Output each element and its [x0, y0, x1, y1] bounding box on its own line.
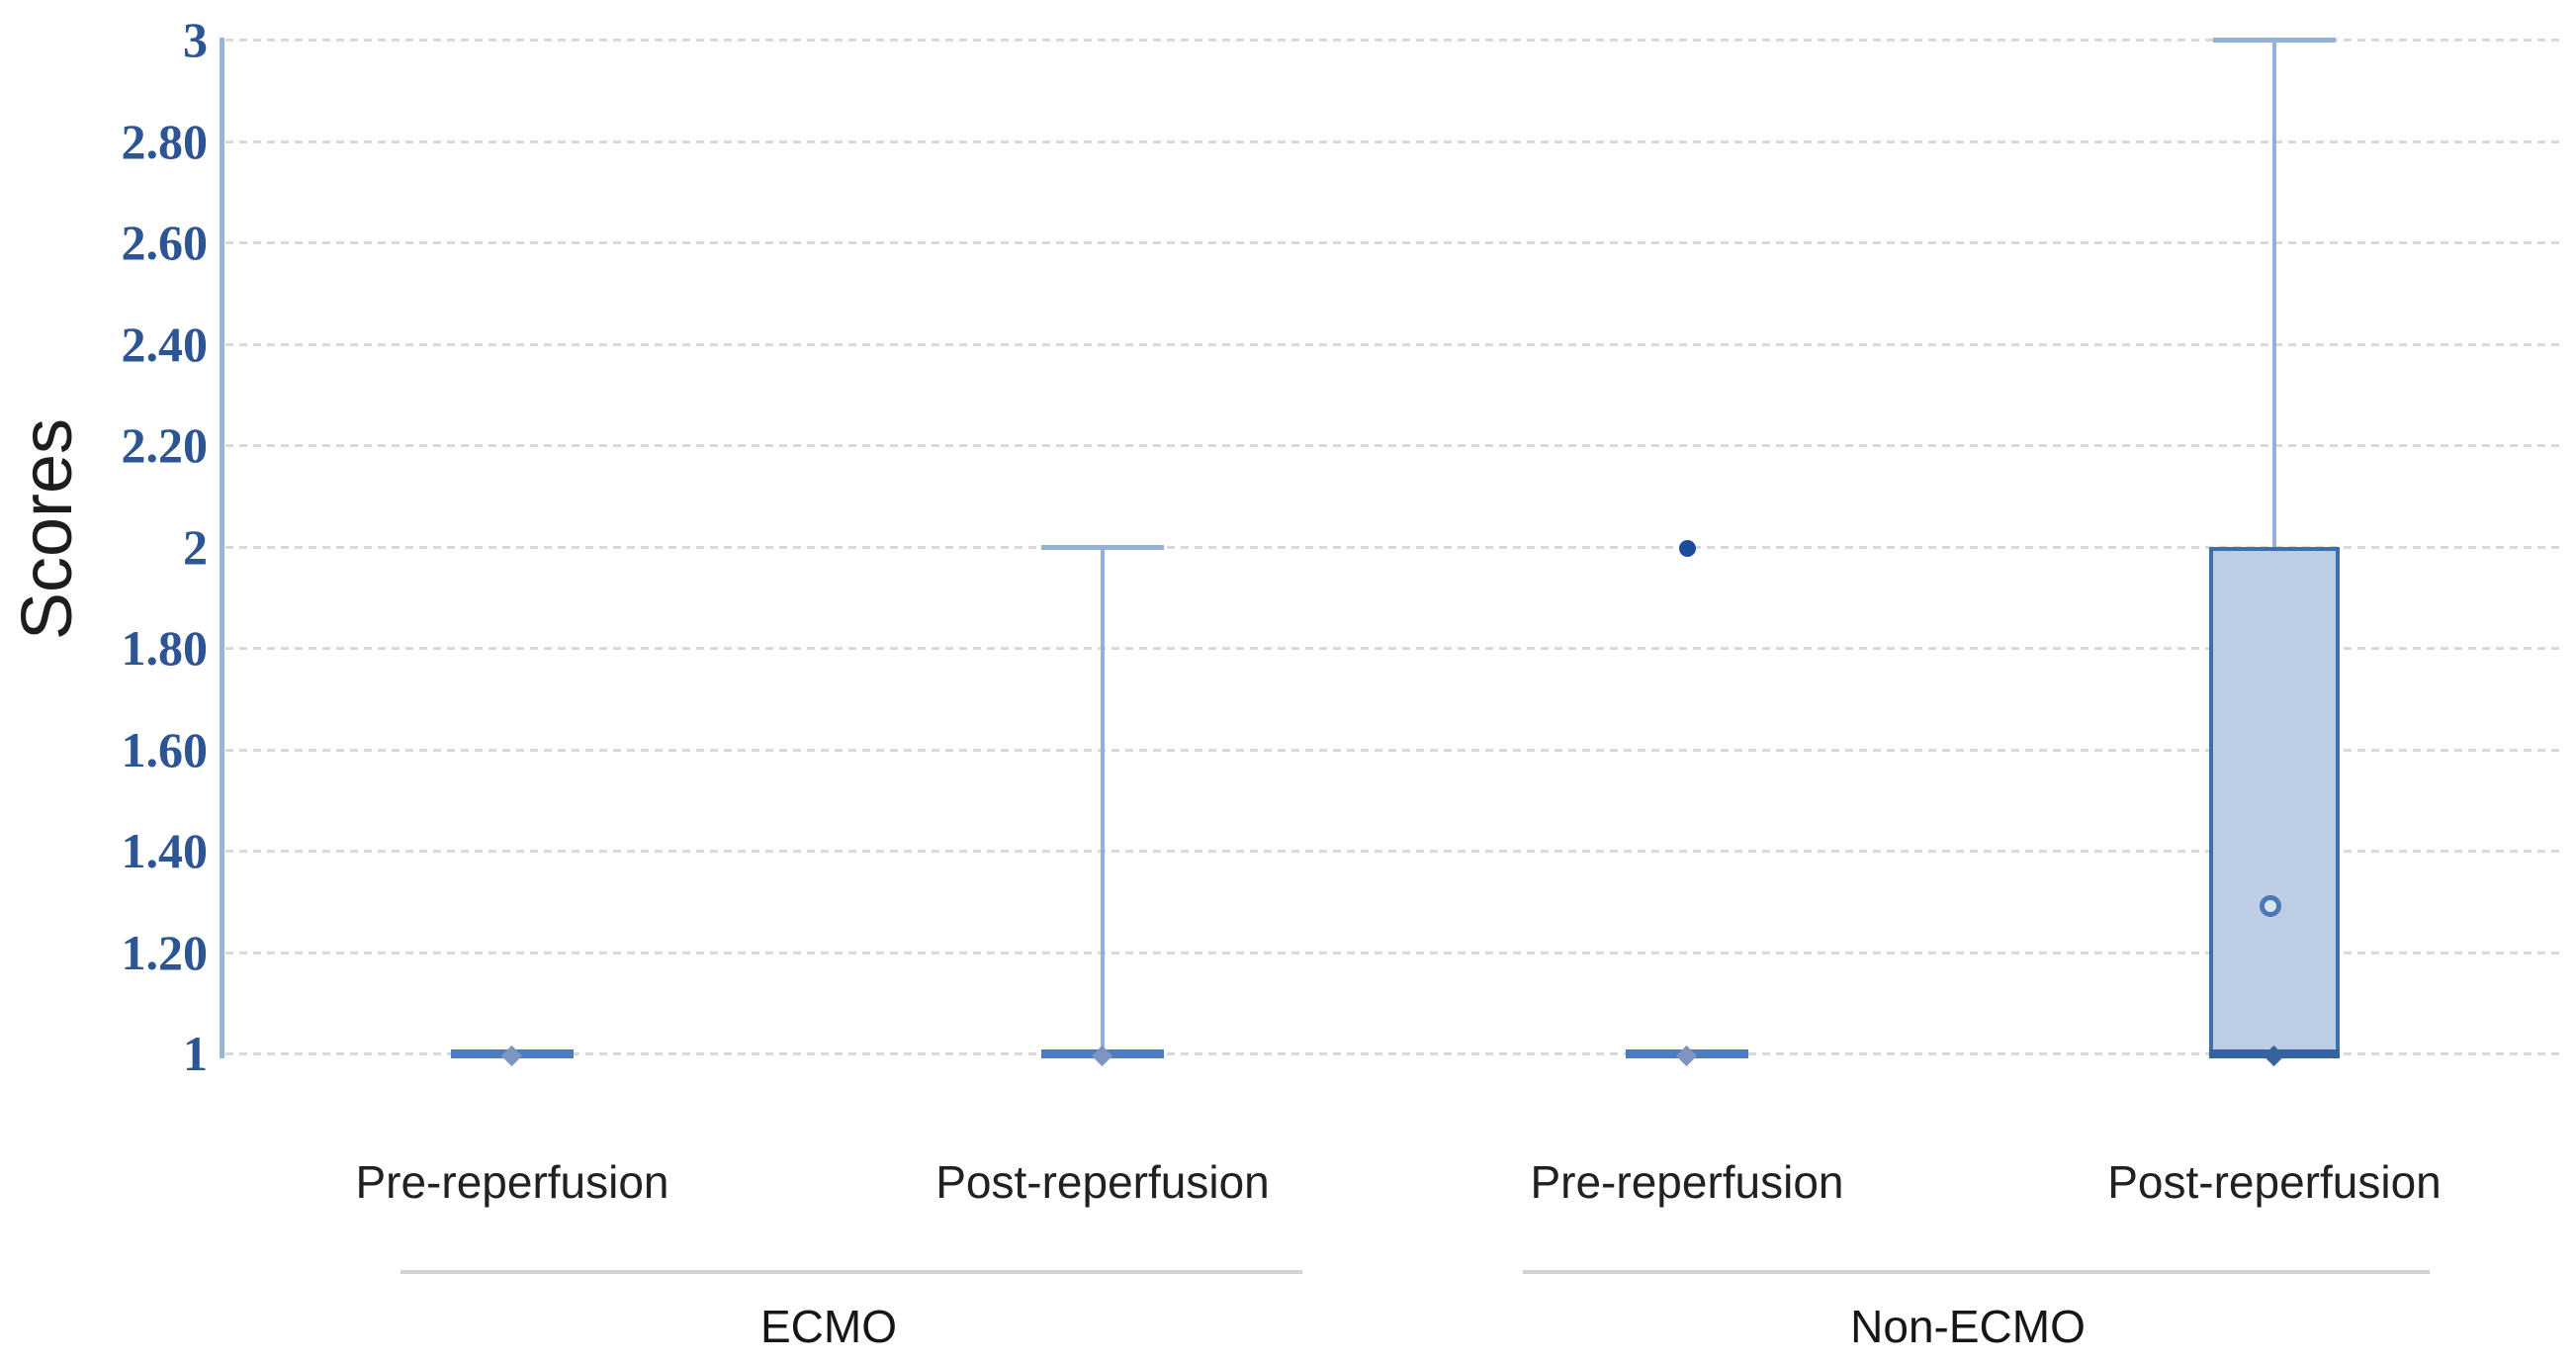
whisker-cap-max-ecmo-post-reperfusion [1041, 544, 1164, 550]
y-tick-label: 2 [183, 518, 208, 575]
iqr-box-non-ecmo-post-reperfusion [2209, 546, 2340, 1053]
gridline-y-1.40 [225, 850, 2564, 853]
y-tick-label: 1 [183, 1026, 208, 1081]
whisker-cap-max-non-ecmo-post-reperfusion [2213, 38, 2336, 43]
ecmo-group-line [400, 1270, 1302, 1274]
y-tick-label: 2.40 [121, 316, 209, 372]
whisker-line-ecmo-post-reperfusion [1101, 549, 1105, 1053]
gridline-y-1.60 [225, 748, 2564, 752]
y-tick-label: 1.40 [121, 823, 209, 878]
gridline-y-2 [225, 545, 2564, 549]
x-label-nonecmo-post-reperfusion: Post-reperfusion [2107, 1156, 2442, 1208]
gridline-y-2.60 [225, 241, 2564, 244]
gridline-y-1.20 [225, 951, 2564, 955]
y-tick-label: 1.80 [121, 620, 209, 676]
y-tick-label: 2.20 [121, 417, 209, 473]
mean-marker-non-ecmo-post-reperfusion [2260, 895, 2281, 918]
x-label-ecmo-post-reperfusion: Post-reperfusion [935, 1156, 1270, 1208]
y-tick-label: 3 [183, 12, 208, 67]
gridline-y-2.20 [225, 444, 2564, 447]
group-label-ecmo: ECMO [760, 1301, 897, 1352]
gridline-y-3 [225, 39, 2564, 42]
gridline-y-1 [225, 1052, 2564, 1055]
x-label-ecmo-pre-reperfusion: Pre-reperfusion [355, 1156, 669, 1208]
gridline-y-2.40 [225, 342, 2564, 346]
y-tick-label: 1.20 [121, 924, 209, 980]
y-tick-label: 1.60 [121, 721, 209, 777]
gridline-y-2.80 [225, 139, 2564, 143]
y-axis-line [220, 38, 224, 1058]
x-label-nonecmo-pre-reperfusion: Pre-reperfusion [1530, 1156, 1844, 1208]
outlier-dot-non-ecmo-pre-reperfusion [1679, 539, 1696, 557]
y-tick-label: 2.80 [121, 113, 209, 169]
nonecmo-group-line [1523, 1270, 2430, 1274]
gridline-y-1.80 [225, 647, 2564, 650]
whisker-line-non-ecmo-post-reperfusion [2272, 43, 2276, 547]
y-tick-label: 2.60 [121, 215, 209, 270]
group-label-nonecmo: Non-ECMO [1850, 1301, 2086, 1352]
